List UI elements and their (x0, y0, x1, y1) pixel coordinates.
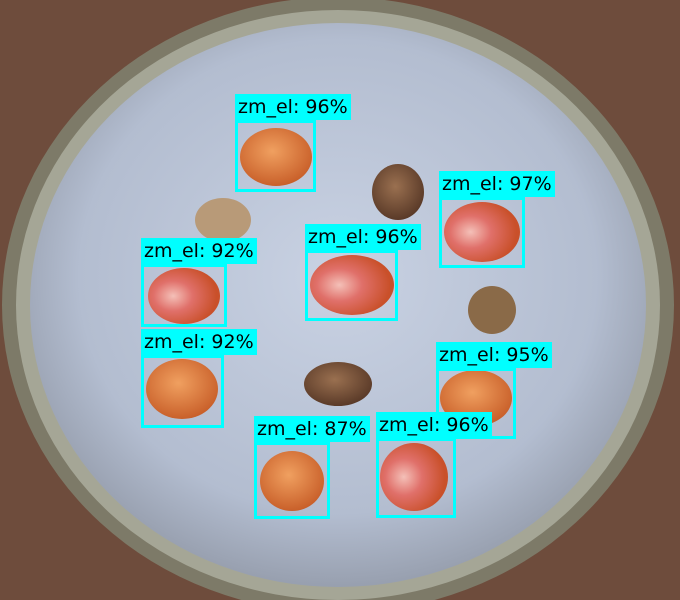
brown-seed (304, 362, 372, 406)
bounding-box (254, 442, 330, 519)
brown-seed (468, 286, 516, 334)
kernel (146, 359, 218, 419)
kernel (240, 128, 312, 186)
kernel (380, 443, 448, 511)
detection-box: zm_el: 92% (141, 329, 257, 428)
detection-box: zm_el: 97% (439, 171, 555, 268)
kernel (310, 255, 394, 315)
detection-label: zm_el: 92% (141, 329, 257, 355)
kernel (260, 451, 324, 511)
detection-box: zm_el: 96% (235, 94, 351, 192)
detection-label: zm_el: 96% (305, 224, 421, 250)
bounding-box (141, 264, 227, 327)
kernel (444, 202, 520, 262)
detection-box: zm_el: 96% (305, 224, 421, 321)
brown-seed (372, 164, 424, 220)
beige-seed (195, 198, 251, 242)
bounding-box (305, 250, 398, 321)
kernel (148, 268, 220, 324)
bounding-box (141, 355, 224, 428)
detection-box: zm_el: 87% (254, 416, 370, 519)
detection-label: zm_el: 92% (141, 238, 257, 264)
detection-label: zm_el: 96% (235, 94, 351, 120)
bounding-box (376, 438, 456, 518)
bounding-box (439, 197, 525, 268)
detection-label: zm_el: 97% (439, 171, 555, 197)
detection-box: zm_el: 95% (436, 342, 552, 439)
detection-label: zm_el: 87% (254, 416, 370, 442)
detection-box: zm_el: 96% (376, 412, 492, 518)
bounding-box (235, 120, 316, 192)
detection-label: zm_el: 95% (436, 342, 552, 368)
detection-box: zm_el: 92% (141, 238, 257, 327)
detection-label: zm_el: 96% (376, 412, 492, 438)
